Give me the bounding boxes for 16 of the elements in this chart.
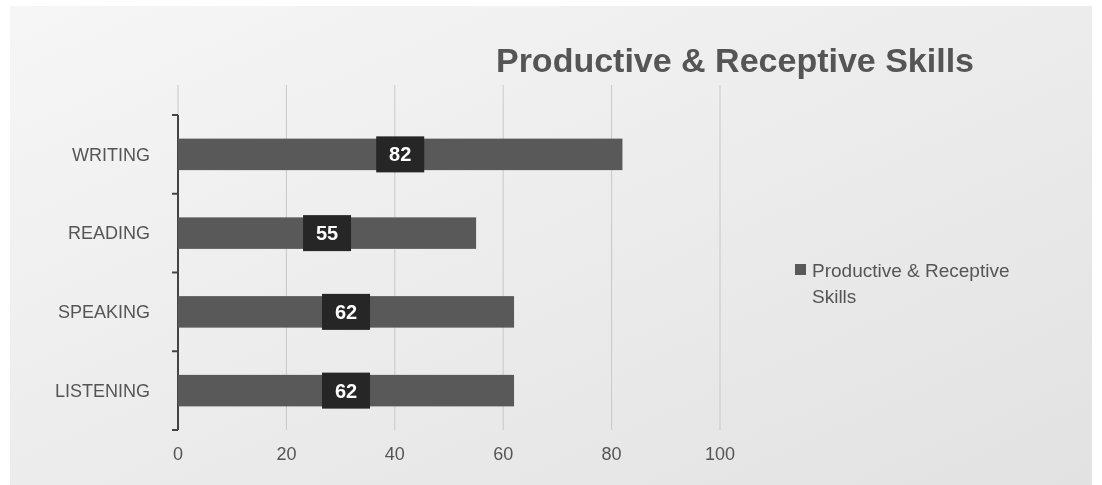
x-tick-label: 100 bbox=[704, 444, 736, 464]
y-tick-label: READING bbox=[67, 223, 150, 244]
y-tick-label: LISTENING bbox=[54, 380, 150, 401]
x-tick-label: 20 bbox=[276, 444, 297, 464]
x-tick-label: 0 bbox=[172, 444, 184, 464]
y-tick-label: WRITING bbox=[72, 144, 150, 165]
y-tick-label: SPEAKING bbox=[57, 302, 150, 323]
x-tick-label: 40 bbox=[384, 444, 405, 464]
legend-label: Productive & Receptive Skills bbox=[812, 259, 1010, 308]
data-label: 62 bbox=[334, 300, 358, 323]
data-label: 55 bbox=[315, 222, 339, 245]
data-label: 62 bbox=[334, 379, 358, 402]
data-label: 82 bbox=[389, 143, 412, 166]
x-tick-label: 60 bbox=[493, 444, 514, 464]
chart-title: Productive & Receptive Skills bbox=[495, 41, 975, 79]
x-tick-label: 80 bbox=[601, 444, 622, 464]
